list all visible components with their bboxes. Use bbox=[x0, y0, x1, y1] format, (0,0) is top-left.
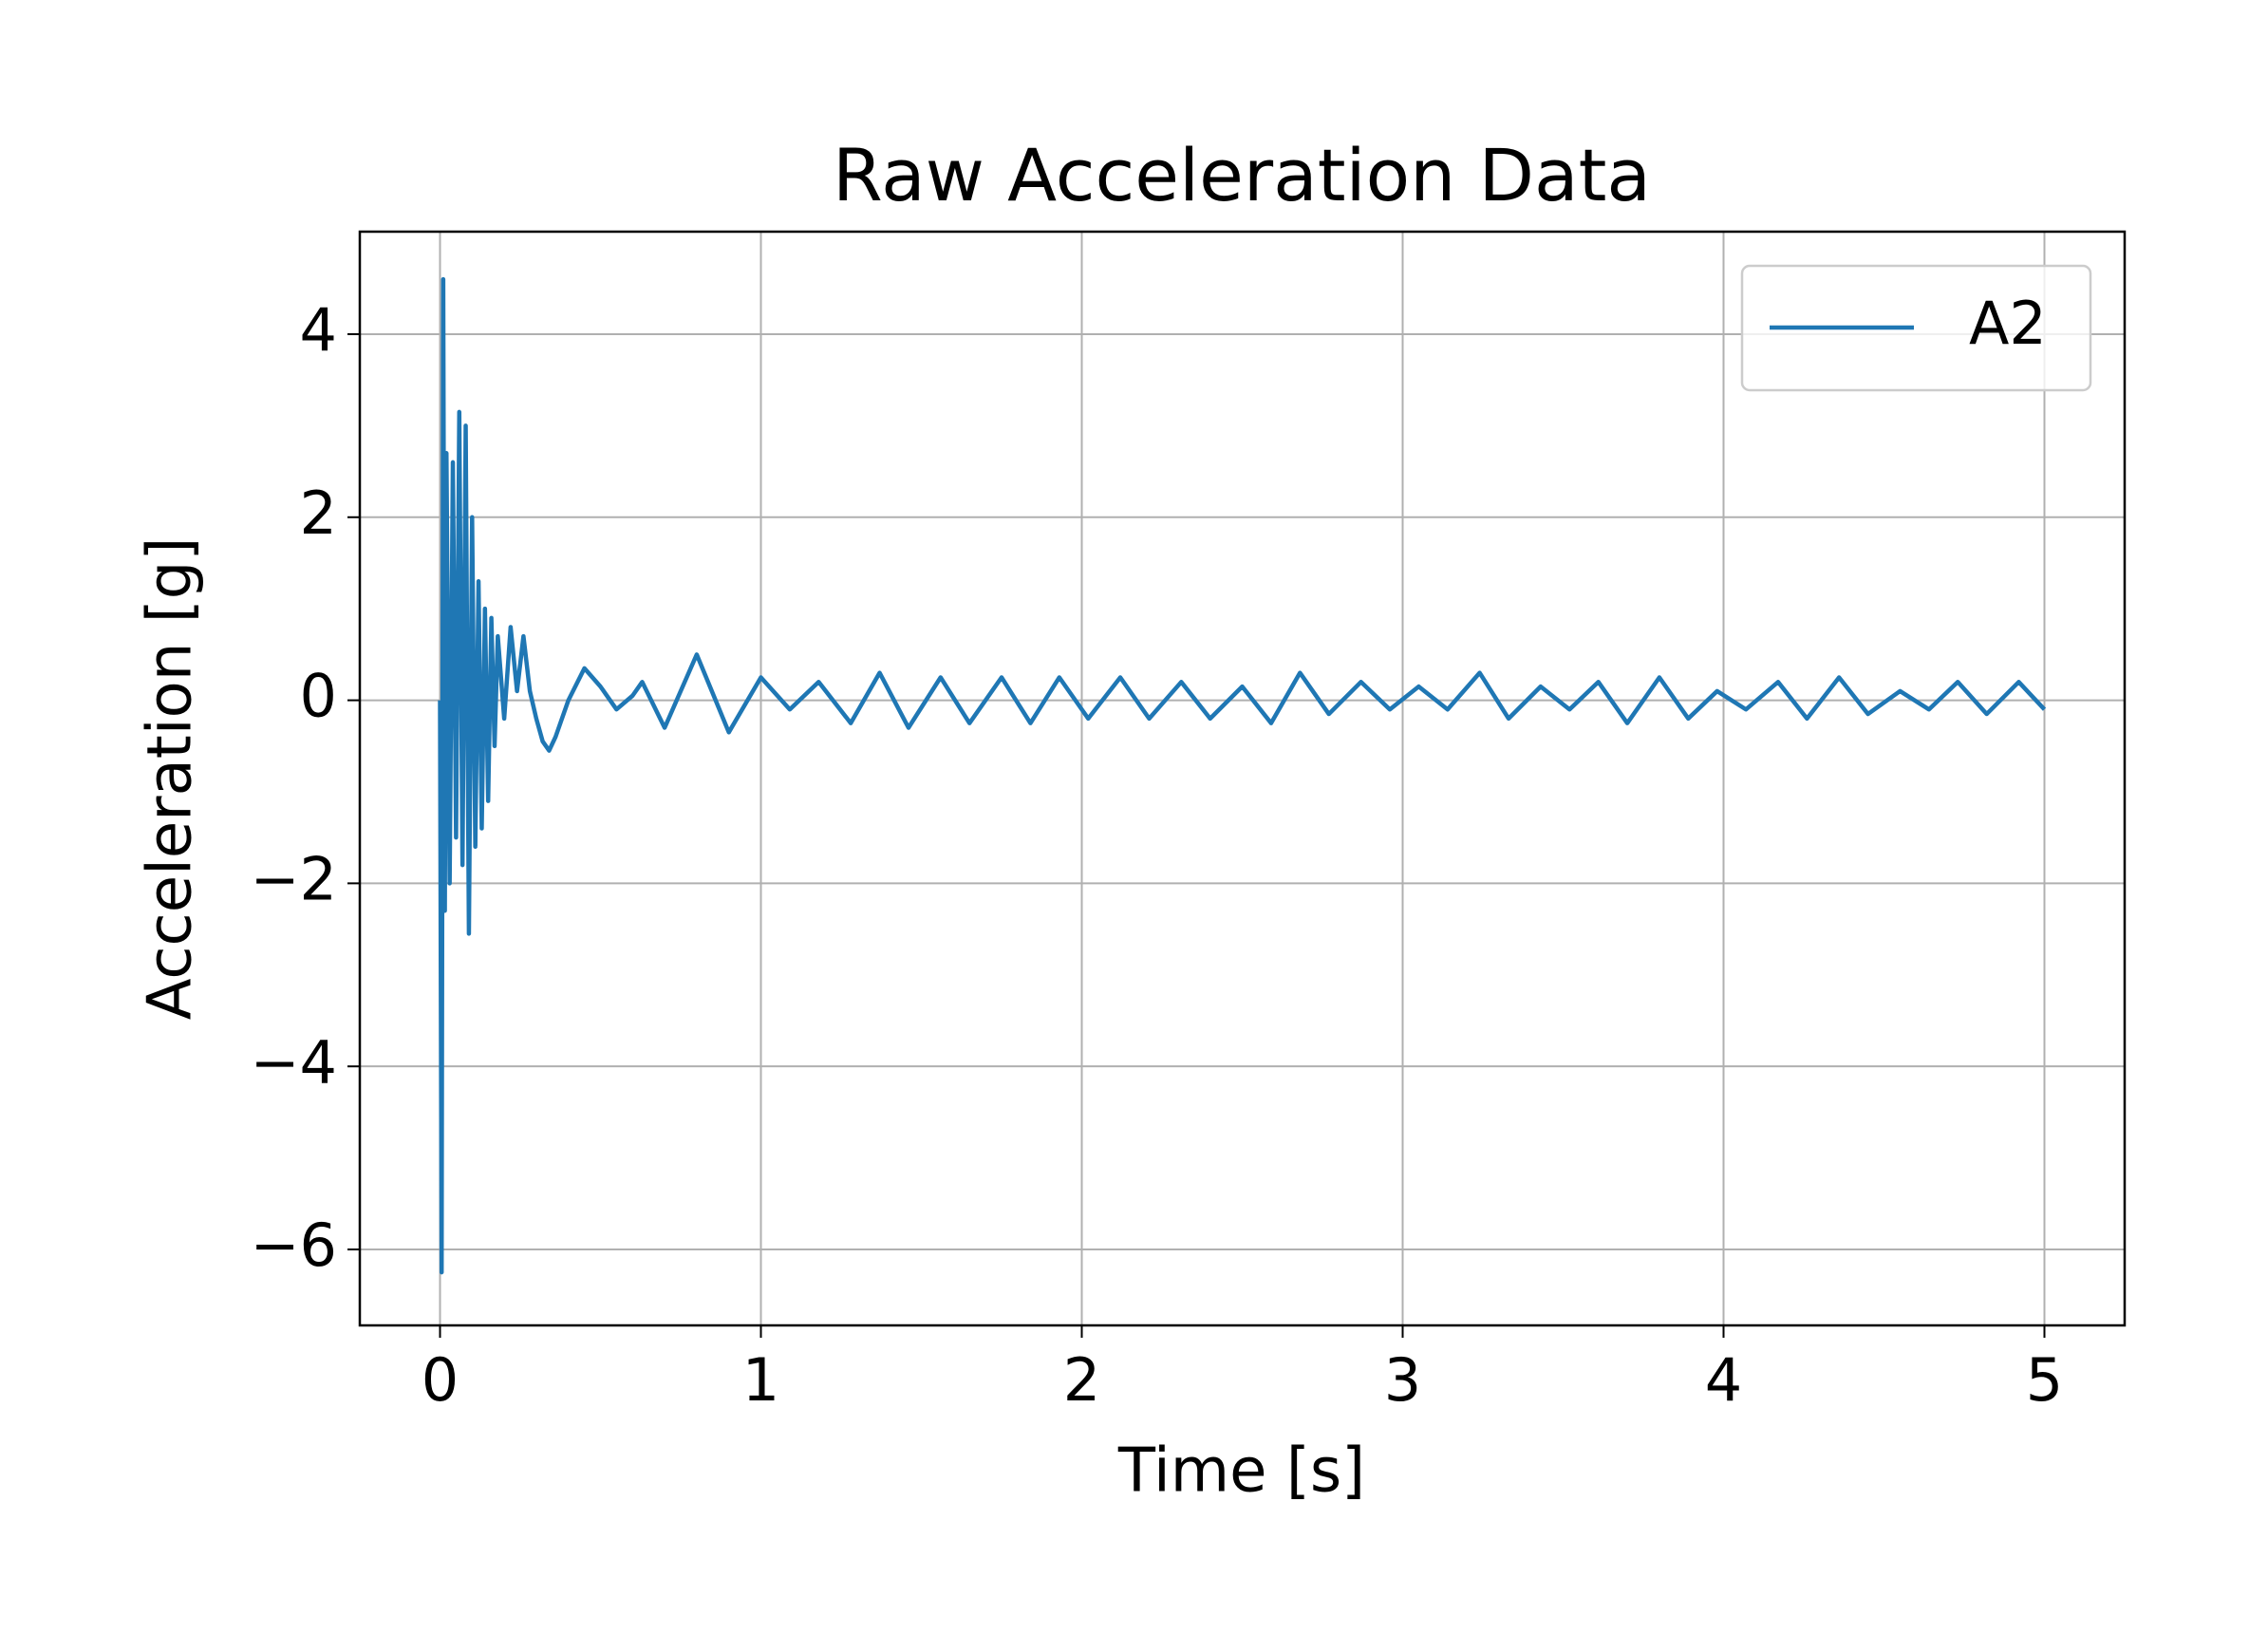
ticks: 0 1 2 3 4 5 −6 −4 −2 0 2 4 bbox=[251, 295, 2064, 1415]
y-tick-label: 2 bbox=[300, 479, 337, 548]
y-tick-label: 0 bbox=[300, 662, 337, 731]
x-tick-label: 1 bbox=[742, 1345, 779, 1415]
x-tick-label: 5 bbox=[2026, 1345, 2063, 1415]
x-tick-label: 4 bbox=[1705, 1345, 1742, 1415]
legend: A2 bbox=[1740, 264, 2092, 392]
grid bbox=[360, 232, 2125, 1325]
data-line bbox=[438, 276, 2047, 1275]
y-tick-label: −2 bbox=[251, 844, 337, 913]
y-tick-label: −4 bbox=[251, 1027, 337, 1097]
chart-title: Raw Acceleration Data bbox=[833, 133, 1651, 217]
y-tick-label: 4 bbox=[300, 295, 337, 365]
plot-area bbox=[438, 276, 2047, 1275]
x-axis-label: Time [s] bbox=[1117, 1436, 1365, 1507]
legend-label: A2 bbox=[1969, 289, 2047, 358]
y-axis-label: Acceleration [g] bbox=[136, 537, 206, 1021]
x-tick-label: 3 bbox=[1384, 1345, 1421, 1415]
y-tick-label: −6 bbox=[251, 1211, 337, 1280]
x-tick-label: 0 bbox=[422, 1345, 459, 1415]
legend-box bbox=[1740, 264, 2092, 392]
axes-frame bbox=[358, 230, 2127, 1327]
x-tick-label: 2 bbox=[1063, 1345, 1100, 1415]
